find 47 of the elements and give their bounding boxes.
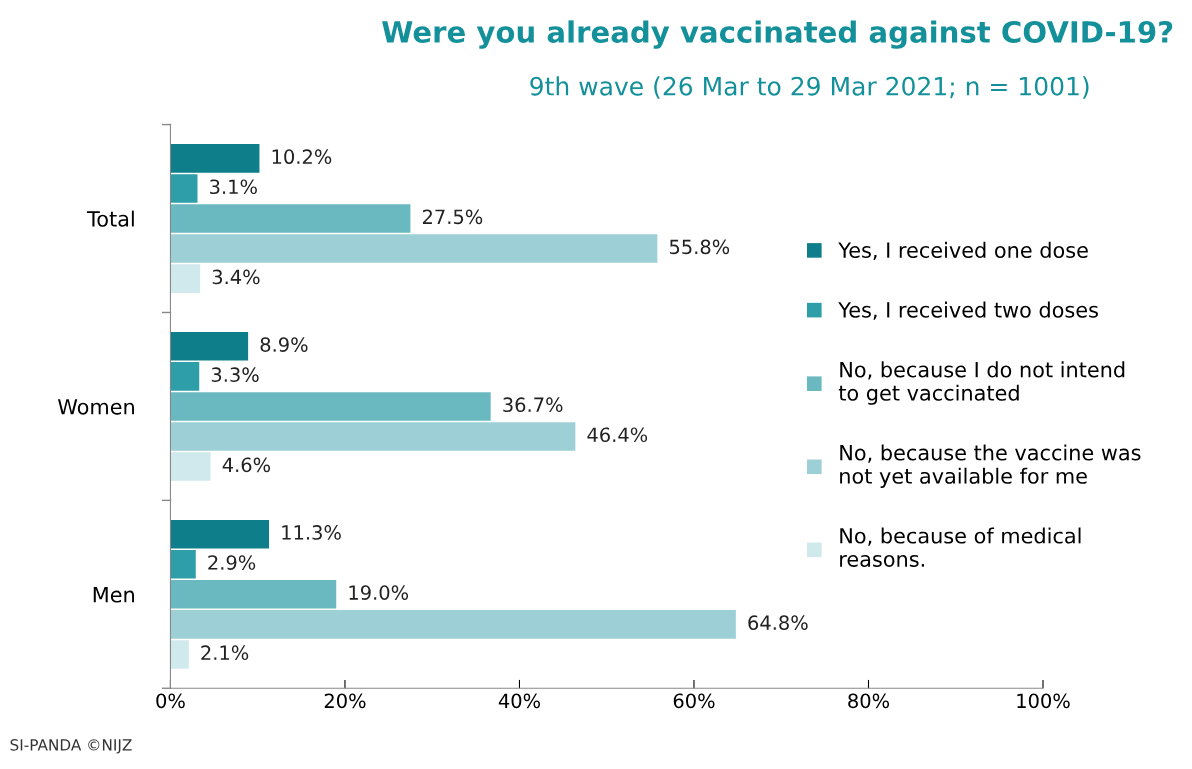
data-label: 46.4%: [587, 427, 648, 443]
x-tick-label: 100%: [1017, 693, 1070, 709]
bar: [170, 422, 576, 451]
data-label: 8.9%: [260, 337, 308, 352]
legend-label: Yes, I received two doses: [838, 301, 1098, 320]
bar: [170, 234, 658, 263]
bar: [170, 264, 201, 293]
legend-label: No, because I do not intend to get vaccinated: [838, 361, 1125, 405]
data-label: 64.8%: [748, 615, 808, 631]
data-label: 2.9%: [208, 555, 256, 570]
data-label: 3.4%: [212, 269, 260, 285]
bar: [170, 392, 491, 421]
bar: [170, 332, 249, 361]
x-tick-label: 0%: [156, 693, 185, 709]
bar: [170, 452, 211, 481]
data-label: 55.8%: [669, 239, 730, 255]
chart-title: Were you already vaccinated against COVID-19?: [382, 20, 1173, 49]
text: SI-PANDA ©NIJZ: [10, 739, 132, 754]
bar: [170, 519, 270, 549]
x-tick-label: 40%: [498, 693, 541, 709]
x-tick-label: 60%: [673, 693, 715, 709]
legend-label: Yes, I received one dose: [838, 241, 1088, 261]
bar: [170, 362, 200, 391]
bar: [170, 174, 198, 203]
y-tick-label: Men: [93, 587, 134, 603]
data-label: 10.2%: [272, 149, 332, 165]
data-label: 36.7%: [503, 397, 563, 413]
x-tick-label: 20%: [324, 693, 366, 709]
x-tick-label: 80%: [848, 693, 890, 709]
bar: [170, 610, 736, 639]
legend-label: No, because of medical reasons.: [840, 527, 1081, 567]
data-label: 19.0%: [349, 585, 409, 600]
bar: [170, 144, 260, 173]
data-label: 11.3%: [282, 525, 341, 540]
data-label: 3.1%: [210, 179, 257, 195]
data-label: 27.5%: [422, 209, 483, 225]
bar: [170, 640, 189, 669]
data-label: 2.1%: [201, 645, 249, 661]
bar: [170, 549, 196, 579]
bar: [170, 580, 337, 609]
data-label: 3.3%: [211, 367, 259, 382]
bar: [170, 204, 411, 233]
data-label: 4.6%: [222, 457, 271, 473]
y-tick-label: Total: [87, 210, 134, 227]
chart-subtitle: 9th wave (26 Mar to 29 Mar 2021; n = 1001): [530, 76, 1089, 99]
y-tick-label: Women: [57, 399, 134, 415]
legend-label: No, because the vaccine was not yet available for me: [840, 444, 1141, 488]
